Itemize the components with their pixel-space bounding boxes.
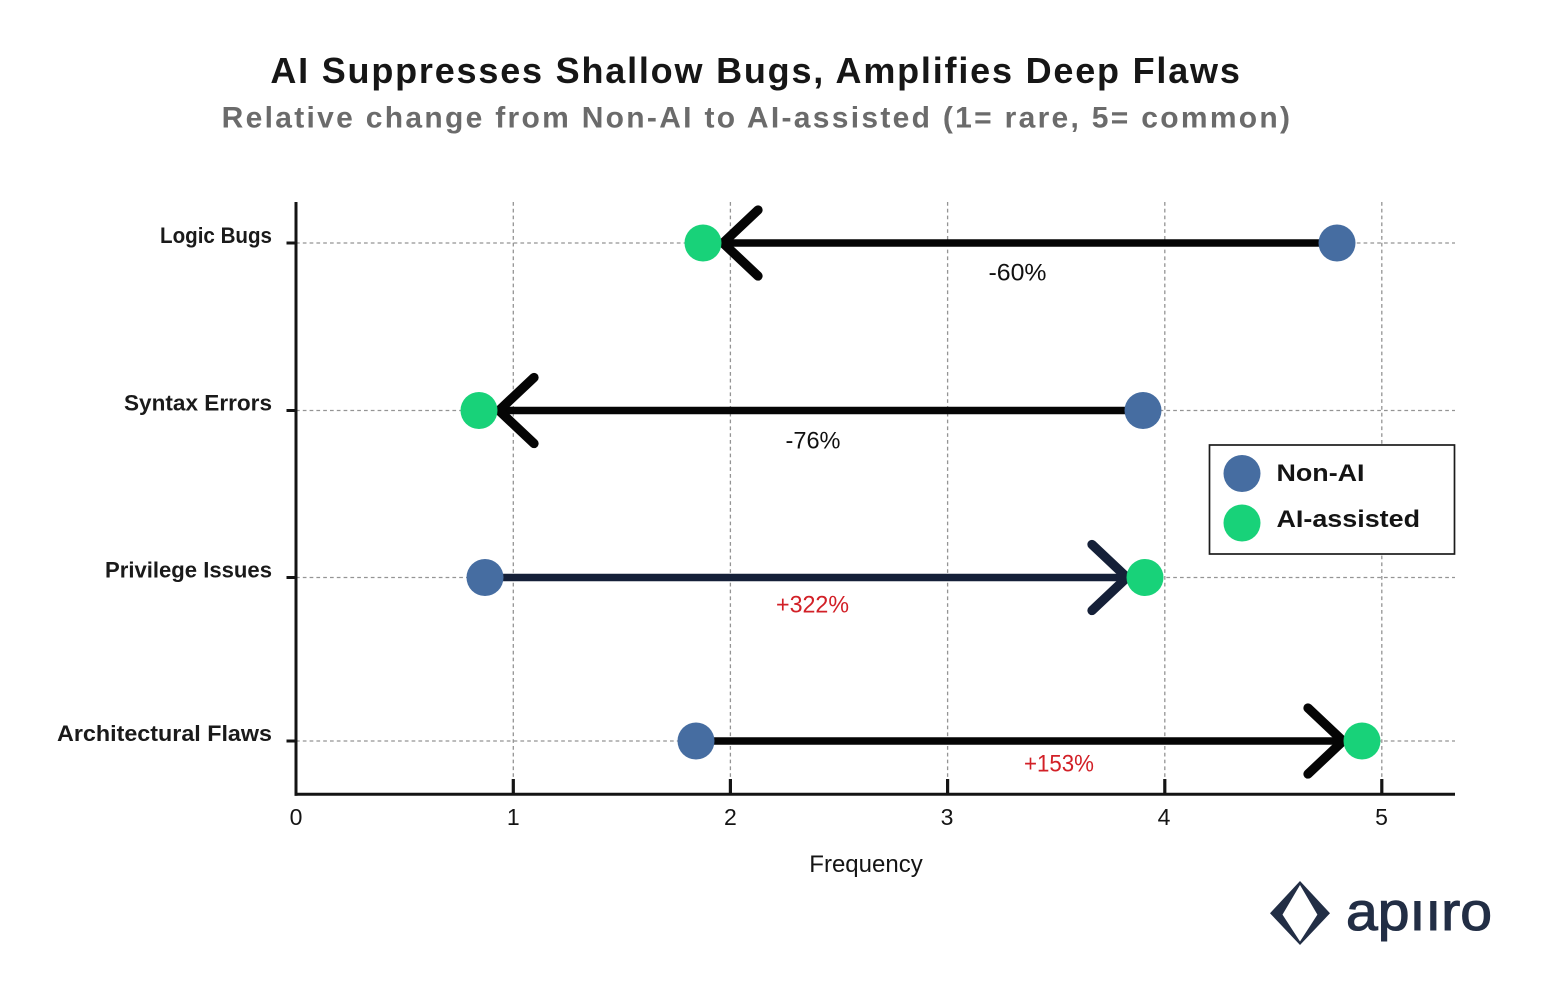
svg-text:3: 3 <box>941 804 954 830</box>
svg-text:apııro: apııro <box>1346 882 1492 942</box>
svg-text:1: 1 <box>507 804 520 830</box>
svg-text:AI Suppresses Shallow Bugs, Am: AI Suppresses Shallow Bugs, Amplifies De… <box>270 50 1241 91</box>
svg-text:Syntax Errors: Syntax Errors <box>124 391 272 416</box>
svg-text:+322%: +322% <box>776 592 849 619</box>
svg-text:Relative change from Non-AI to: Relative change from Non-AI to AI-assist… <box>222 102 1293 135</box>
svg-text:+153%: +153% <box>1024 751 1094 778</box>
svg-text:Privilege Issues: Privilege Issues <box>105 558 272 583</box>
svg-text:-76%: -76% <box>786 427 841 454</box>
svg-text:5: 5 <box>1375 804 1388 830</box>
svg-text:0: 0 <box>290 804 303 830</box>
svg-text:Architectural Flaws: Architectural Flaws <box>57 721 272 746</box>
svg-text:AI-assisted: AI-assisted <box>1277 506 1421 533</box>
svg-text:2: 2 <box>724 804 737 830</box>
svg-text:Frequency: Frequency <box>809 851 922 878</box>
svg-text:-60%: -60% <box>989 259 1047 286</box>
svg-text:Logic Bugs: Logic Bugs <box>160 223 272 248</box>
svg-text:4: 4 <box>1158 804 1171 830</box>
svg-text:Non-AI: Non-AI <box>1277 460 1365 487</box>
